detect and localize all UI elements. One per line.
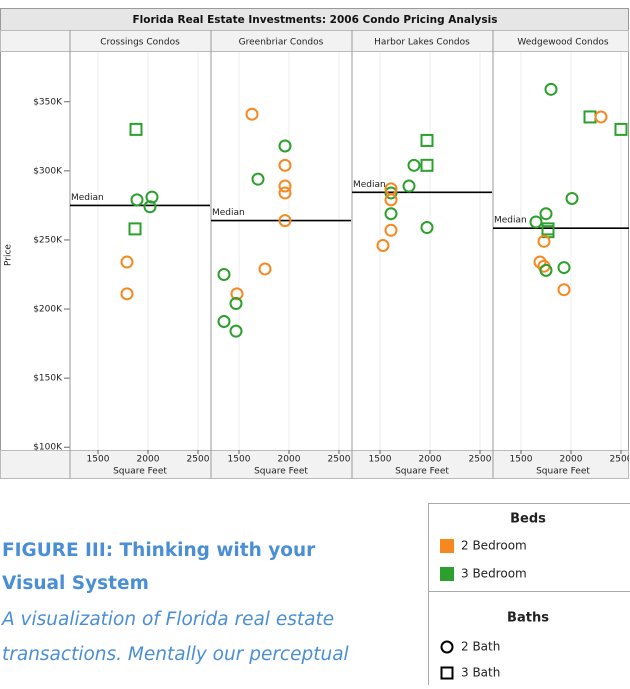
legend-label: 2 Bath	[461, 640, 500, 654]
median-label: Median	[494, 216, 527, 226]
y-axis-label: Price	[4, 244, 14, 266]
x-axis-label: Square Feet	[395, 467, 449, 477]
x-tick-label: 2500	[187, 455, 210, 465]
legend-title: Baths	[507, 611, 549, 626]
panel-title: Wedgewood Condos	[517, 38, 609, 48]
x-tick-label: 2000	[137, 455, 160, 465]
x-axis-label: Square Feet	[254, 467, 308, 477]
y-tick-label: $350K	[33, 97, 63, 107]
legend-swatch	[440, 567, 454, 581]
legend-label: 3 Bedroom	[461, 567, 527, 581]
legend-label: 3 Bath	[461, 666, 500, 680]
median-label: Median	[212, 208, 245, 218]
panel-title: Harbor Lakes Condos	[374, 38, 470, 48]
x-tick-label: 2000	[419, 455, 442, 465]
caption-title: FIGURE III: Thinking with your	[2, 540, 316, 561]
legend-swatch	[440, 539, 454, 553]
x-tick-label: 2500	[610, 455, 630, 465]
x-tick-label: 2500	[469, 455, 492, 465]
x-tick-label: 2000	[560, 455, 583, 465]
y-tick-label: $100K	[33, 443, 63, 453]
x-axis-label: Square Feet	[113, 467, 167, 477]
x-axis-label: Square Feet	[536, 467, 590, 477]
x-tick-label: 2000	[278, 455, 301, 465]
legend-box	[429, 504, 630, 686]
x-tick-label: 1500	[369, 455, 392, 465]
caption-body: transactions. Mentally our perceptual	[2, 644, 350, 665]
x-tick-label: 2500	[328, 455, 351, 465]
legend-label: 2 Bedroom	[461, 539, 527, 553]
panel-title: Greenbriar Condos	[239, 38, 324, 48]
y-tick-label: $200K	[33, 305, 63, 315]
legend-title: Beds	[510, 512, 546, 527]
y-tick-label: $150K	[33, 374, 63, 384]
x-tick-label: 1500	[87, 455, 110, 465]
chart-frame	[1, 9, 629, 479]
caption-body: A visualization of Florida real estate	[1, 609, 334, 630]
panel-title: Crossings Condos	[100, 38, 180, 48]
y-tick-label: $300K	[33, 166, 63, 176]
median-label: Median	[353, 180, 386, 190]
median-label: Median	[71, 193, 104, 203]
y-tick-label: $250K	[33, 235, 63, 245]
x-tick-label: 1500	[228, 455, 251, 465]
chart-title: Florida Real Estate Investments: 2006 Co…	[133, 14, 498, 26]
caption-title: Visual System	[2, 573, 149, 594]
x-tick-label: 1500	[510, 455, 533, 465]
